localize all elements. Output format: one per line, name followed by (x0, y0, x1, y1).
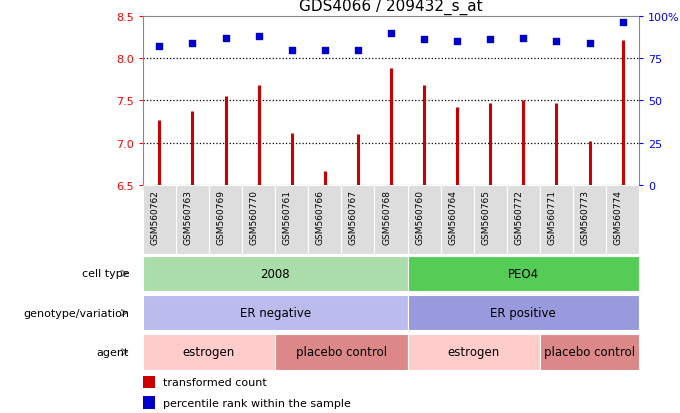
Bar (176, 186, 209, 254)
Bar (143, 256, 407, 291)
Point (187, 40, 198, 47)
Text: PEO4: PEO4 (508, 267, 539, 280)
Text: GSM560767: GSM560767 (349, 189, 358, 244)
Bar (540, 335, 639, 370)
Text: genotype/variation: genotype/variation (23, 308, 129, 318)
Text: GSM560768: GSM560768 (382, 189, 391, 244)
Text: transformed count: transformed count (163, 377, 267, 387)
Point (452, 39, 462, 45)
Text: agent: agent (97, 347, 129, 357)
Text: GSM560771: GSM560771 (547, 189, 556, 244)
Bar (275, 186, 308, 254)
Text: GSM560770: GSM560770 (250, 189, 258, 244)
Bar (143, 186, 176, 254)
Bar (573, 186, 606, 254)
Bar (441, 186, 474, 254)
Text: GSM560761: GSM560761 (283, 189, 292, 244)
Text: GSM560760: GSM560760 (415, 189, 424, 244)
Point (584, 40, 595, 47)
Bar (209, 186, 242, 254)
Bar (606, 186, 639, 254)
Bar (143, 376, 155, 388)
Text: GSM560769: GSM560769 (216, 189, 226, 244)
Bar (407, 186, 441, 254)
Point (253, 33, 264, 40)
Text: cell type: cell type (82, 268, 129, 279)
Bar (540, 186, 573, 254)
Point (386, 30, 396, 37)
Text: GSM560773: GSM560773 (581, 189, 590, 244)
Text: GSM560765: GSM560765 (481, 189, 490, 244)
Bar (407, 335, 540, 370)
Text: GSM560764: GSM560764 (448, 189, 457, 244)
Title: GDS4066 / 209432_s_at: GDS4066 / 209432_s_at (299, 0, 483, 15)
Bar (375, 186, 407, 254)
Point (352, 47, 363, 54)
Bar (242, 186, 275, 254)
Text: ER positive: ER positive (490, 306, 556, 319)
Text: 2008: 2008 (260, 267, 290, 280)
Point (220, 35, 231, 42)
Point (154, 44, 165, 50)
Text: percentile rank within the sample: percentile rank within the sample (163, 398, 350, 408)
Text: GSM560763: GSM560763 (184, 189, 192, 244)
Text: ER negative: ER negative (239, 306, 311, 319)
Point (551, 39, 562, 45)
Bar (275, 335, 407, 370)
Bar (308, 186, 341, 254)
Bar (143, 396, 155, 409)
Point (286, 47, 297, 54)
Point (419, 37, 430, 43)
Text: estrogen: estrogen (183, 346, 235, 358)
Bar (143, 295, 407, 330)
Bar (407, 295, 639, 330)
Text: placebo control: placebo control (296, 346, 387, 358)
Text: placebo control: placebo control (544, 346, 635, 358)
Point (518, 35, 529, 42)
Text: GSM560772: GSM560772 (514, 189, 524, 244)
Point (485, 37, 496, 43)
Point (320, 47, 330, 54)
Bar (474, 186, 507, 254)
Bar (341, 186, 375, 254)
Text: GSM560766: GSM560766 (316, 189, 325, 244)
Text: estrogen: estrogen (447, 346, 500, 358)
Bar (507, 186, 540, 254)
Text: GSM560774: GSM560774 (613, 189, 623, 244)
Bar (407, 256, 639, 291)
Point (617, 20, 628, 26)
Text: GSM560762: GSM560762 (150, 189, 159, 244)
Bar (143, 335, 275, 370)
